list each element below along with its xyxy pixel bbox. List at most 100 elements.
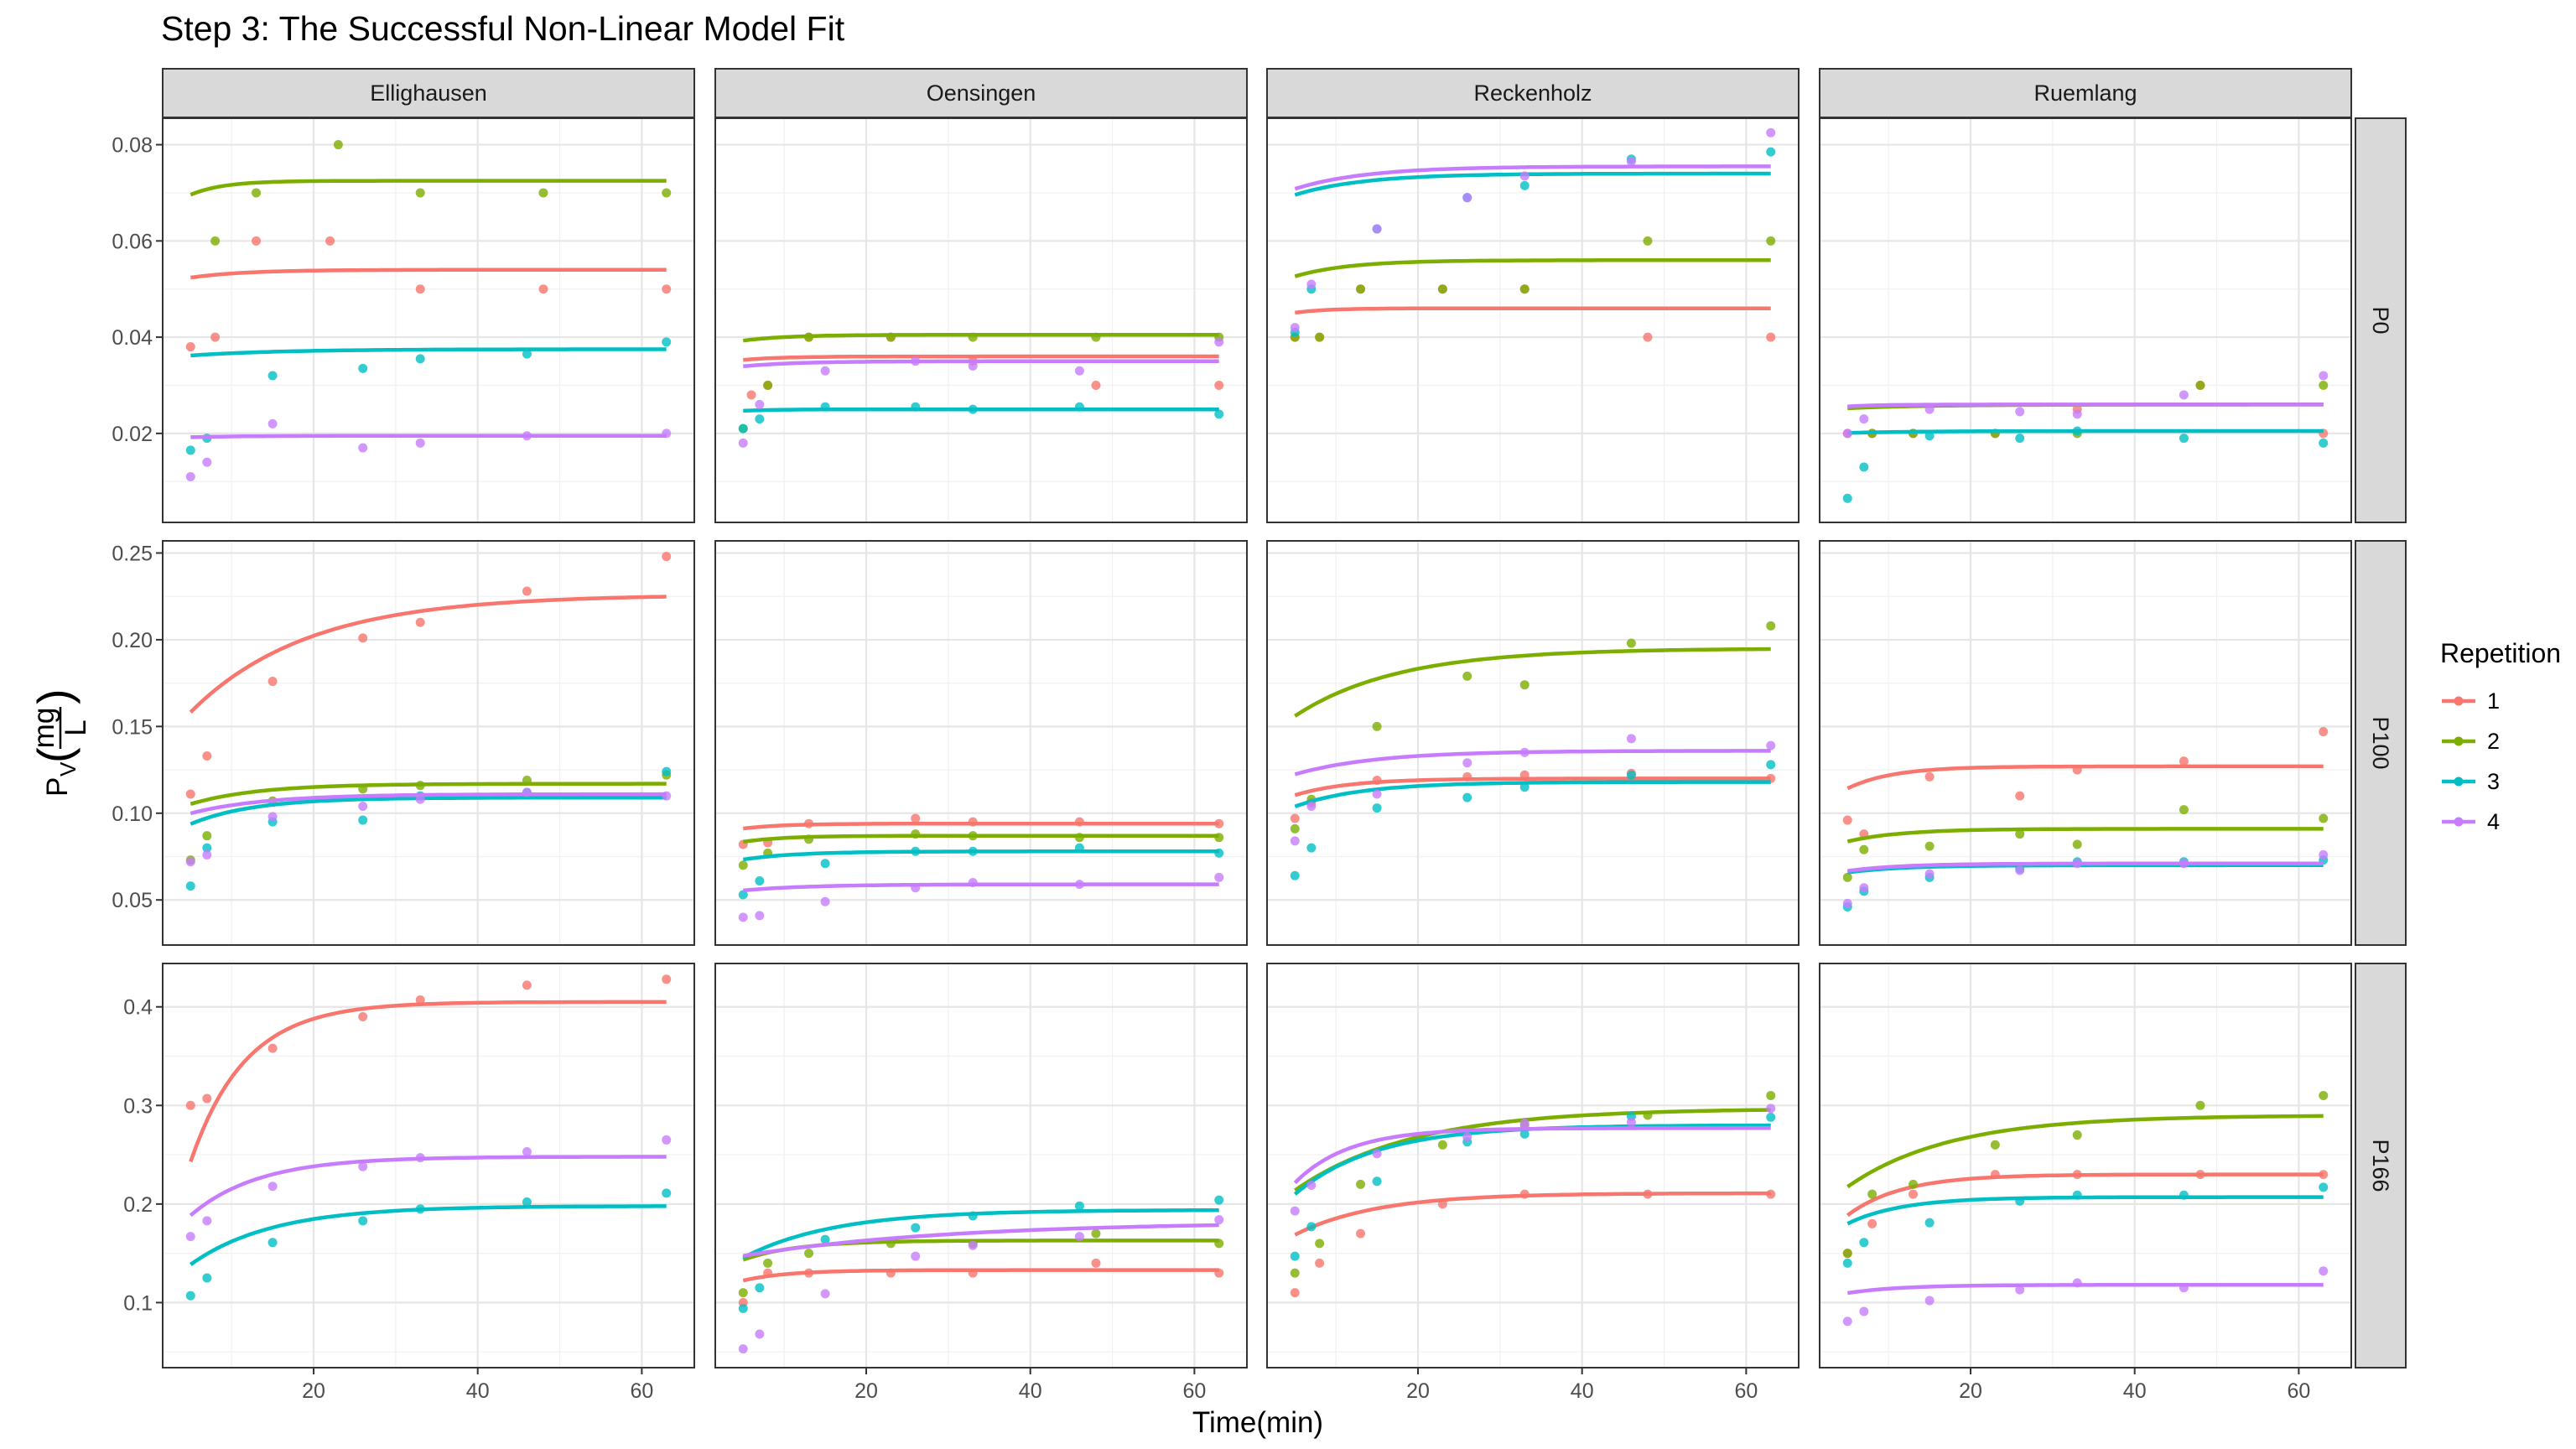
data-point-rep-1 [2179,756,2189,766]
data-point-rep-4 [1766,1104,1776,1114]
data-point-rep-1 [662,974,672,984]
data-point-rep-4 [1214,337,1224,347]
fit-line-rep-3 [1846,1195,2324,1226]
panel-reckenholz-p0 [1266,117,1800,523]
data-point-rep-3 [1074,843,1084,853]
data-point-rep-3 [1462,792,1472,802]
panel-oensingen-p100 [714,540,1248,946]
data-point-rep-1 [1372,775,1382,785]
data-point-rep-3 [2179,434,2189,444]
panel-reckenholz-p166 [1266,963,1800,1368]
data-point-rep-1 [1643,332,1653,342]
data-point-rep-1 [1519,770,1530,780]
data-point-rep-1 [522,586,532,596]
data-point-rep-2 [1867,1189,1877,1199]
data-point-rep-3 [1859,462,1869,472]
data-point-rep-4 [1924,404,1935,414]
data-point-rep-4 [1842,898,1852,908]
data-point-rep-4 [2072,1278,2082,1288]
fit-line-rep-2 [1294,258,1771,278]
fit-line-rep-1 [1846,764,2324,791]
strip-label-ellighausen: Ellighausen [370,80,487,106]
panel-border [162,540,695,946]
x-axis-reckenholz: 20 40 60 [1406,1368,1758,1403]
data-point-rep-1 [538,284,548,294]
y-tick-label: 0.25 [112,542,153,565]
data-point-rep-4 [1462,193,1472,203]
data-point-rep-4 [202,849,212,860]
fit-line-rep-3 [1294,171,1771,197]
legend-label: 1 [2487,688,2500,714]
data-point-rep-4 [1924,869,1935,879]
data-point-rep-4 [662,791,672,801]
x-axis-title: Time(min) [1192,1406,1323,1439]
panel-background [163,118,694,522]
data-point-rep-3 [1214,848,1224,858]
x-tick-label: 20 [854,1379,878,1403]
data-point-rep-4 [202,1216,212,1226]
data-point-rep-4 [2015,865,2025,875]
panel-oensingen-p166 [714,963,1248,1368]
data-point-rep-2 [2195,1100,2205,1110]
data-point-rep-3 [415,354,425,364]
data-point-rep-4 [1626,1117,1636,1127]
data-point-rep-2 [1990,1140,2000,1150]
data-point-rep-1 [662,552,672,562]
fit-line-rep-2 [743,332,1219,343]
data-point-rep-1 [1766,1189,1776,1199]
data-point-rep-4 [2319,849,2329,860]
data-point-rep-2 [1643,236,1653,246]
data-point-rep-3 [2319,438,2329,448]
data-point-rep-3 [2072,1190,2082,1200]
fit-line-rep-1 [189,1000,667,1163]
legend-title: Repetition [2440,638,2561,668]
strip-reckenholz [1266,68,1800,118]
fit-line-rep-2 [1846,1114,2324,1189]
data-point-rep-1 [911,813,921,823]
data-point-rep-4 [185,471,195,481]
data-point-rep-4 [1290,323,1300,333]
data-point-rep-1 [1356,1228,1366,1239]
data-point-rep-3 [267,371,278,381]
data-point-rep-3 [662,337,672,347]
data-point-rep-3 [358,363,368,373]
data-point-rep-3 [968,1211,978,1221]
legend: Repetition 1 2 3 4 [2440,638,2561,834]
data-point-rep-2 [1074,833,1084,843]
panel-border [1819,117,2352,523]
fit-line-rep-4 [742,1223,1219,1258]
data-point-rep-4 [1290,1206,1300,1216]
data-point-rep-3 [662,1188,672,1198]
data-point-rep-3 [1859,1238,1869,1248]
data-point-rep-3 [755,875,765,886]
data-point-rep-4 [1766,740,1776,750]
y-tick-label: 0.2 [123,1193,153,1217]
fit-line-rep-2 [190,179,667,197]
data-point-rep-1 [2319,727,2329,737]
data-point-rep-4 [267,1182,278,1192]
data-point-rep-4 [415,794,425,804]
strip-p100 [2355,540,2407,946]
data-point-rep-3 [1519,1129,1530,1139]
panels-layer: Ellighausen Oensingen Reckenholz Ruemlang P0… [112,68,2407,1403]
panel-border [714,963,1248,1368]
data-point-rep-3 [415,1204,425,1214]
legend-key-point [2454,696,2464,706]
data-point-rep-2 [1462,671,1472,681]
data-point-rep-2 [1290,1268,1300,1278]
legend-label: 2 [2487,729,2500,754]
data-point-rep-4 [1766,127,1776,138]
fit-line-rep-4 [1294,749,1771,776]
panel-ellighausen-p100 [162,540,695,946]
panel-ruemlang-p166 [1819,963,2352,1368]
data-point-rep-1 [1290,1288,1300,1298]
data-point-rep-4 [1519,747,1530,757]
data-point-rep-4 [267,418,278,428]
data-point-rep-2 [662,188,672,198]
data-point-rep-1 [1214,818,1224,828]
data-point-rep-4 [358,443,368,453]
fit-line-rep-1 [189,595,667,714]
fit-line-rep-3 [190,347,667,358]
y-tick-label: 0.3 [123,1094,153,1118]
data-point-rep-4 [415,1153,425,1163]
